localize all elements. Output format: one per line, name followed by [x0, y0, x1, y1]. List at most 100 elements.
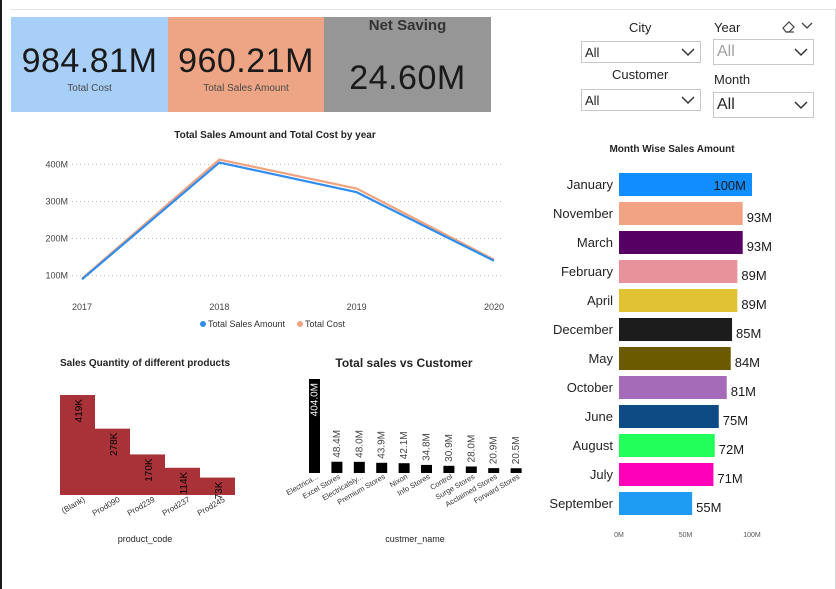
month-x-tick-label: 0M — [614, 532, 624, 539]
product-tick-label: (Blank) — [60, 495, 87, 516]
net-saving-value: 24.60M — [349, 59, 466, 97]
line-chart[interactable]: Total Sales Amount and Total Cost by yea… — [0, 120, 540, 345]
month-chart-title: Month Wise Sales Amount — [609, 144, 735, 155]
total-cost-card[interactable]: 984.81M Total Cost — [11, 17, 168, 112]
month-slicer-title: Month — [714, 72, 751, 87]
year-dropdown[interactable]: All — [713, 39, 814, 65]
customer-data-label: 30.9M — [444, 434, 455, 462]
month-category-label: May — [588, 351, 613, 366]
line-chart-title: Total Sales Amount and Total Cost by yea… — [174, 130, 376, 141]
customer-bar[interactable] — [331, 461, 343, 473]
month-bar[interactable] — [619, 202, 743, 225]
total-cost-line[interactable] — [81, 158, 495, 280]
legend-label[interactable]: Total Cost — [305, 319, 346, 329]
customer-bar[interactable] — [376, 462, 388, 473]
product-data-label: 419K — [74, 399, 85, 423]
customer-data-label: 20.9M — [489, 436, 500, 464]
chevron-down-icon — [794, 48, 808, 57]
net-saving-card[interactable]: Net Saving 24.60M — [324, 17, 491, 112]
chevron-down-icon — [794, 101, 808, 110]
month-data-label: 85M — [736, 326, 761, 341]
customer-bar-chart[interactable]: Total sales vs Customer 404.0M 48.4M 48.0M… — [270, 350, 540, 550]
customer-data-label: 48.0M — [354, 430, 365, 458]
customer-bar[interactable] — [398, 463, 410, 473]
month-bar[interactable] — [619, 492, 693, 515]
month-category-label: December — [553, 322, 614, 337]
month-data-label: 81M — [731, 384, 756, 399]
year-dropdown-value: All — [717, 43, 735, 60]
y-tick-label: 200M — [45, 234, 68, 244]
month-category-label: April — [587, 293, 613, 308]
month-dropdown-value: All — [717, 96, 735, 113]
month-bar[interactable] — [619, 318, 733, 341]
product-data-label: 170K — [144, 458, 155, 482]
month-data-label: 93M — [747, 239, 772, 254]
month-data-label: 55M — [696, 500, 721, 515]
product-bar[interactable] — [60, 395, 95, 495]
month-bar-chart[interactable]: Month Wise Sales Amount January 100M Novem… — [540, 135, 835, 545]
month-category-label: September — [549, 496, 613, 511]
total-cost-value: 984.81M — [21, 42, 158, 80]
customer-bar[interactable] — [353, 461, 365, 473]
month-bar[interactable] — [619, 289, 738, 312]
legend-label[interactable]: Total Sales Amount — [208, 319, 286, 329]
month-bar[interactable] — [619, 376, 727, 399]
product-bar[interactable] — [200, 477, 235, 495]
month-bar[interactable] — [619, 231, 743, 254]
x-tick-label: 2017 — [72, 302, 92, 312]
month-data-label: 72M — [719, 442, 744, 457]
city-dropdown[interactable]: All — [581, 41, 701, 63]
product-bar[interactable] — [95, 428, 130, 495]
total-sales-card[interactable]: 960.21M Total Sales Amount — [168, 17, 324, 112]
customer-slicer-title: Customer — [612, 67, 669, 82]
month-bar[interactable] — [619, 434, 715, 457]
product-tick-label: Prod239 — [126, 495, 157, 518]
month-bar[interactable] — [619, 173, 752, 196]
customer-data-label: 34.8M — [422, 433, 433, 461]
city-dropdown-value: All — [585, 45, 600, 60]
month-category-label: February — [561, 264, 614, 279]
net-saving-title: Net Saving — [368, 17, 447, 34]
customer-dropdown-value: All — [585, 93, 600, 108]
x-tick-label: 2020 — [484, 302, 504, 312]
chevron-down-icon[interactable] — [800, 20, 814, 32]
chevron-down-icon — [681, 96, 695, 105]
customer-bar[interactable] — [443, 465, 455, 473]
month-x-tick-label: 100M — [743, 532, 761, 539]
month-bar[interactable] — [619, 405, 719, 428]
customer-chart-title: Total sales vs Customer — [335, 356, 472, 370]
products-chart-title: Sales Quantity of different products — [60, 358, 230, 369]
month-dropdown[interactable]: All — [713, 92, 814, 118]
customer-data-label: 20.5M — [511, 436, 522, 464]
product-bar[interactable] — [165, 467, 200, 495]
month-bar[interactable] — [619, 260, 738, 283]
x-tick-label: 2019 — [347, 302, 367, 312]
eraser-icon[interactable] — [780, 18, 798, 34]
page-border-left — [0, 0, 2, 589]
month-data-label: 71M — [717, 471, 742, 486]
customer-bar[interactable] — [309, 379, 320, 473]
customer-dropdown[interactable]: All — [581, 89, 701, 111]
product-data-label: 114K — [179, 471, 190, 494]
product-bar[interactable] — [130, 454, 165, 495]
customer-data-label: 404.0M — [310, 383, 321, 416]
customer-x-axis-title: custmer_name — [385, 534, 445, 544]
customer-bar[interactable] — [421, 464, 432, 473]
products-bar-chart[interactable]: Sales Quantity of different products 419… — [0, 350, 270, 550]
y-tick-label: 300M — [45, 196, 68, 206]
month-bar[interactable] — [619, 347, 731, 370]
month-category-label: June — [585, 409, 613, 424]
customer-bar[interactable] — [510, 468, 522, 473]
month-category-label: January — [567, 177, 614, 192]
customer-bar[interactable] — [488, 468, 500, 473]
customer-bar[interactable] — [465, 466, 477, 473]
month-x-tick-label: 50M — [679, 532, 693, 539]
total-cost-label: Total Cost — [67, 83, 112, 94]
product-data-label: 73K — [214, 481, 225, 499]
product-tick-label: Prod237 — [161, 495, 192, 518]
sales-amount-line[interactable] — [81, 161, 495, 281]
month-bar[interactable] — [619, 463, 714, 486]
legend-marker — [200, 321, 206, 327]
chevron-down-icon — [681, 48, 695, 57]
product-tick-label: Prod245 — [196, 495, 227, 518]
